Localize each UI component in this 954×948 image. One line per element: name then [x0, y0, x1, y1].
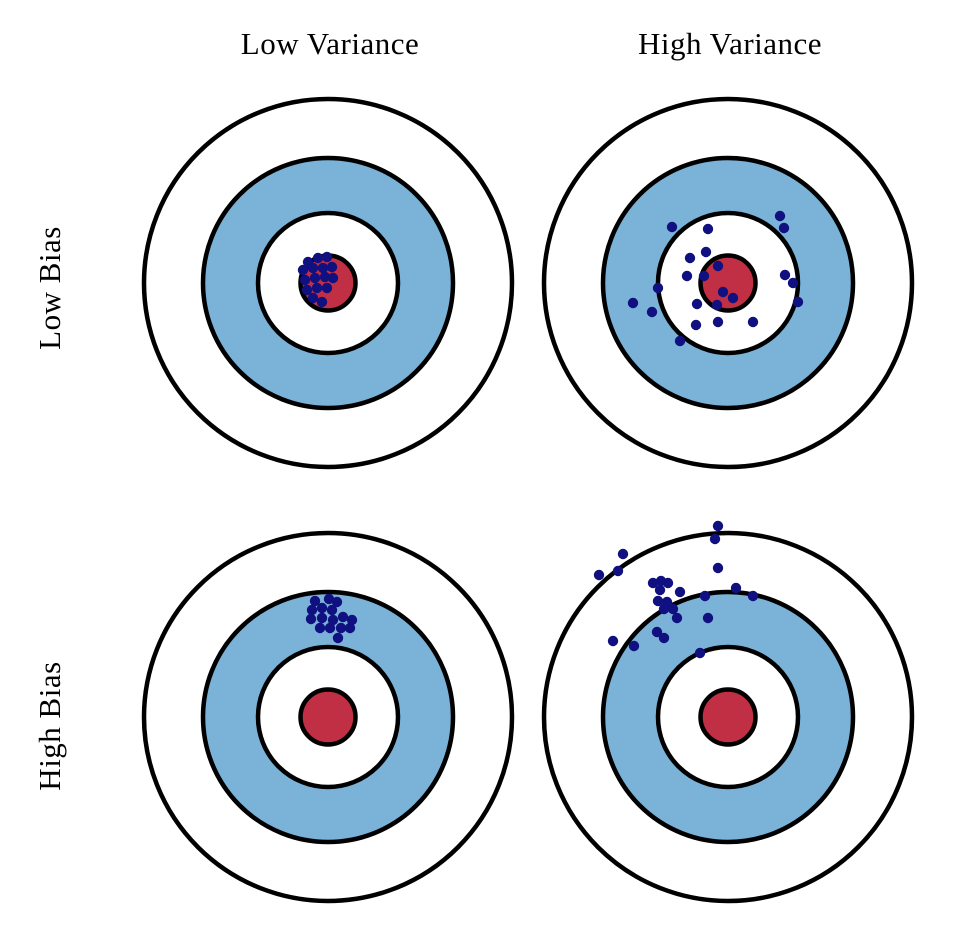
prediction-dot: [319, 271, 331, 283]
prediction-dot: [747, 316, 759, 328]
prediction-dot: [647, 577, 659, 589]
column-header-low-variance: Low Variance: [240, 26, 420, 61]
prediction-dot: [332, 632, 344, 644]
prediction-dot: [306, 604, 318, 616]
prediction-dot: [700, 246, 712, 258]
prediction-dot: [779, 269, 791, 281]
bullseye: [298, 687, 358, 747]
prediction-dot: [727, 292, 739, 304]
prediction-dot: [309, 595, 321, 607]
prediction-dot: [337, 611, 349, 623]
prediction-dot: [698, 270, 710, 282]
target-high-bias-low-variance: [141, 530, 515, 904]
prediction-dot: [607, 635, 619, 647]
row-label-high-bias: High Bias: [32, 661, 67, 791]
prediction-dot: [774, 210, 786, 222]
prediction-dot: [327, 614, 339, 626]
target-high-bias-high-variance: [541, 520, 915, 904]
prediction-dot: [787, 277, 799, 289]
prediction-dot: [712, 260, 724, 272]
bullseye: [698, 253, 758, 313]
prediction-dot: [671, 612, 683, 624]
prediction-dot: [344, 622, 356, 634]
prediction-dot: [612, 565, 624, 577]
prediction-dot: [730, 582, 742, 594]
prediction-dot: [674, 335, 686, 347]
prediction-dot: [327, 272, 339, 284]
prediction-dot: [299, 274, 311, 286]
prediction-dot: [712, 520, 724, 532]
prediction-dot: [747, 590, 759, 602]
prediction-dot: [702, 612, 714, 624]
prediction-dot: [301, 284, 313, 296]
prediction-dot: [627, 297, 639, 309]
prediction-dot: [307, 292, 319, 304]
prediction-dot: [335, 622, 347, 634]
prediction-dot: [684, 252, 696, 264]
prediction-dot: [699, 590, 711, 602]
prediction-dot: [326, 604, 338, 616]
prediction-dot: [792, 296, 804, 308]
prediction-dot: [314, 622, 326, 634]
target-low-bias-low-variance: [141, 96, 515, 470]
prediction-dot: [324, 622, 336, 634]
prediction-dot: [305, 613, 317, 625]
prediction-dot: [667, 603, 679, 615]
prediction-dot: [674, 586, 686, 598]
prediction-dot: [311, 282, 323, 294]
prediction-dot: [331, 596, 343, 608]
row-label-low-bias: Low Bias: [32, 226, 67, 350]
prediction-dot: [709, 533, 721, 545]
bullseye: [698, 687, 758, 747]
prediction-dot: [658, 632, 670, 644]
prediction-dot: [309, 272, 321, 284]
prediction-dot: [666, 221, 678, 233]
column-header-high-variance: High Variance: [637, 26, 823, 61]
prediction-dot: [326, 261, 338, 273]
prediction-dot: [346, 614, 358, 626]
prediction-dot: [681, 270, 693, 282]
prediction-dot: [646, 306, 658, 318]
prediction-dot: [658, 603, 670, 615]
prediction-dot: [593, 569, 605, 581]
prediction-dot: [312, 252, 324, 264]
prediction-dot: [321, 251, 333, 263]
prediction-dot: [662, 577, 674, 589]
prediction-dot: [628, 640, 640, 652]
prediction-dot: [712, 316, 724, 328]
prediction-dot: [307, 262, 319, 274]
prediction-dot: [702, 223, 714, 235]
prediction-dot: [321, 282, 333, 294]
prediction-dot: [712, 562, 724, 574]
prediction-dot: [694, 647, 706, 659]
prediction-dot: [617, 548, 629, 560]
prediction-dot: [652, 595, 664, 607]
prediction-dot: [323, 593, 335, 605]
prediction-dot: [654, 584, 666, 596]
prediction-dot: [652, 282, 664, 294]
prediction-dot: [297, 264, 309, 276]
target-low-bias-high-variance: [541, 96, 915, 470]
prediction-dot: [316, 602, 328, 614]
prediction-dot: [317, 262, 329, 274]
prediction-dot: [316, 612, 328, 624]
prediction-dot: [711, 299, 723, 311]
prediction-dot: [316, 296, 328, 308]
prediction-dot: [778, 222, 790, 234]
prediction-dot: [691, 298, 703, 310]
prediction-dot: [717, 286, 729, 298]
prediction-dot: [690, 319, 702, 331]
prediction-dot: [651, 626, 663, 638]
